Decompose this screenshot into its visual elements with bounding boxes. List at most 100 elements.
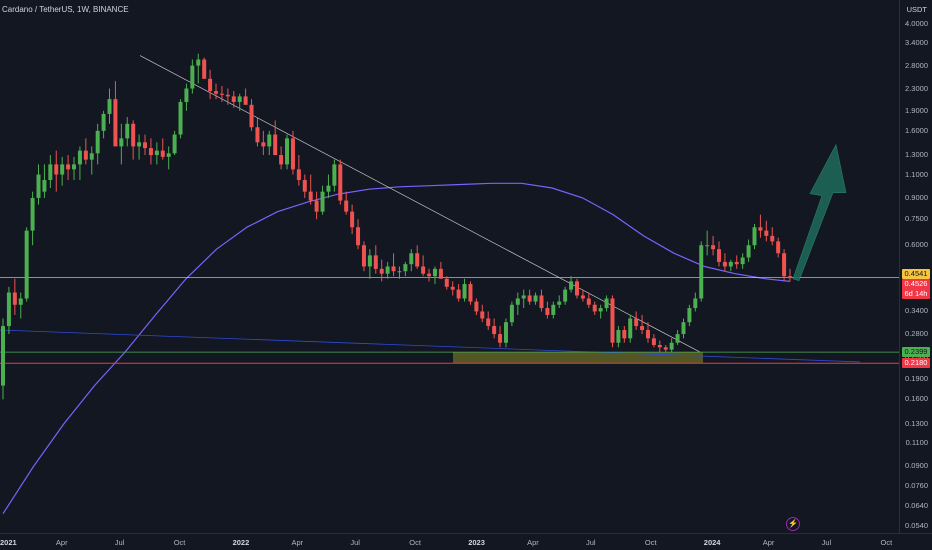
candle-body [409, 253, 414, 265]
time-tick: 2022 [232, 538, 250, 547]
candle-body [645, 329, 650, 339]
candle-body [391, 266, 396, 272]
price-axis-divider [899, 0, 900, 534]
candle-body [332, 164, 337, 186]
price-tick: 2.8000 [905, 60, 928, 70]
candle-body [746, 245, 751, 258]
price-tick: 0.0900 [905, 461, 928, 471]
support-green-badge: 0.2399 [902, 347, 930, 358]
currency-label: USDT [906, 5, 927, 14]
candle-body [60, 164, 65, 175]
price-tick: 0.0540 [905, 521, 928, 530]
candle-body [415, 253, 420, 267]
candle-body [320, 191, 325, 212]
countdown-value: 6d 14h [904, 288, 928, 298]
candle-body [261, 142, 266, 147]
candle-body [693, 298, 698, 309]
candle-body [273, 134, 278, 156]
candle-body [202, 59, 207, 79]
candle-body [634, 318, 639, 327]
candle-body [83, 150, 88, 160]
price-tick: 0.1900 [905, 374, 928, 384]
candle-body [338, 164, 343, 201]
price-tick: 1.9000 [905, 105, 928, 115]
candle-body [95, 130, 100, 154]
candle-body [148, 148, 153, 156]
candle-body [225, 94, 230, 97]
candle-body [734, 261, 739, 265]
time-axis-divider [0, 533, 932, 534]
price-tick: 0.3400 [905, 306, 928, 316]
candle-body [154, 150, 159, 156]
candle-body [137, 142, 142, 147]
candle-body [776, 241, 781, 254]
candle-body [356, 227, 361, 246]
candle-body [539, 295, 544, 309]
price-tick: 0.2800 [905, 329, 928, 339]
candle-body [373, 255, 378, 269]
candle-body [219, 93, 224, 95]
price-tick: 1.6000 [905, 125, 928, 135]
candle-body [296, 169, 301, 180]
candle-body [675, 334, 680, 343]
candle-body [308, 191, 313, 201]
candle-body [669, 342, 674, 350]
candle-body [107, 99, 112, 114]
candle-body [651, 338, 656, 345]
candle-body [480, 311, 485, 319]
candle-body [574, 281, 579, 296]
lightning-icon[interactable]: ⚡ [786, 517, 800, 531]
candle-body [184, 88, 189, 102]
price-tick: 0.0640 [905, 501, 928, 511]
candle-body [326, 185, 331, 192]
candle-body [628, 318, 633, 339]
candle-body [367, 255, 372, 267]
candle-body [740, 257, 745, 265]
candle-body [285, 138, 290, 165]
candle-body [237, 96, 242, 102]
price-tick: 0.1600 [905, 394, 928, 404]
last-price-badge: 0.4526 6d 14h [902, 278, 930, 299]
chart-title: Cardano / TetherUS, 1W, BINANCE [2, 5, 129, 14]
candle-body [468, 284, 473, 302]
candle-body [249, 104, 254, 128]
candle-body [569, 281, 574, 290]
candle-body [302, 179, 307, 192]
candle-body [474, 301, 479, 312]
candle-body [196, 59, 201, 66]
candle-body [616, 329, 621, 343]
candle-body [379, 268, 384, 274]
candle-body [657, 344, 662, 348]
price-tick: 0.1100 [905, 438, 928, 448]
candle-body [166, 153, 171, 157]
price-tick: 0.7500 [905, 214, 928, 224]
candle-body [515, 298, 520, 305]
time-tick: Oct [880, 538, 893, 547]
price-tick: 4.0000 [905, 19, 928, 28]
price-tick: 0.0760 [905, 481, 928, 491]
candle-body [101, 113, 106, 131]
candle-body [42, 179, 47, 192]
time-tick: Apr [55, 538, 68, 547]
candle-body [492, 326, 497, 335]
candle-body [699, 245, 704, 299]
candle-body [598, 308, 603, 312]
candle-body [527, 295, 532, 302]
candle-body [663, 347, 668, 350]
time-tick: Jul [821, 538, 832, 547]
candle-body [722, 261, 727, 267]
candle-body [314, 200, 319, 212]
candle-body [255, 127, 260, 143]
price-tick: 1.3000 [905, 150, 928, 160]
candle-body [604, 298, 609, 309]
candle-body [77, 150, 82, 165]
time-tick: Oct [644, 538, 657, 547]
price-tick: 0.1300 [905, 418, 928, 428]
candle-body [509, 304, 514, 323]
current-level-badge: 0.4541 [902, 268, 930, 279]
candle-body [687, 308, 692, 323]
candle-body [131, 123, 136, 147]
candle-body [385, 266, 390, 274]
candle-body [421, 266, 426, 274]
